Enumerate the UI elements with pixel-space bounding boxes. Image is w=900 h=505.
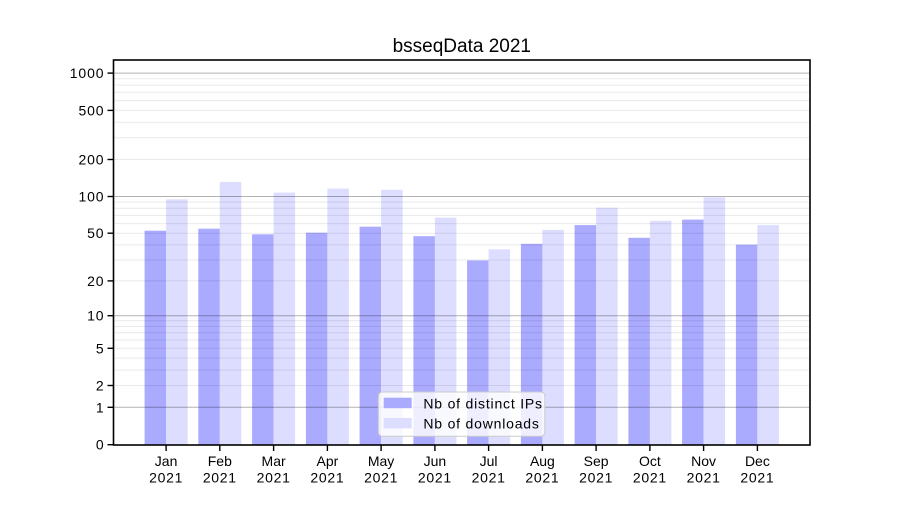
svg-text:Jun: Jun — [424, 453, 447, 469]
svg-text:2021: 2021 — [740, 470, 774, 486]
svg-text:2021: 2021 — [687, 470, 721, 486]
svg-text:bsseqData 2021: bsseqData 2021 — [393, 36, 531, 57]
svg-text:1000: 1000 — [70, 65, 105, 81]
svg-text:2021: 2021 — [310, 470, 344, 486]
svg-text:2021: 2021 — [364, 470, 398, 486]
svg-text:2021: 2021 — [418, 470, 452, 486]
svg-text:100: 100 — [78, 189, 104, 205]
svg-text:2021: 2021 — [149, 470, 183, 486]
svg-text:Oct: Oct — [639, 453, 661, 469]
svg-text:200: 200 — [78, 152, 104, 168]
svg-text:Sep: Sep — [584, 453, 609, 469]
svg-text:Mar: Mar — [262, 453, 286, 469]
svg-text:2: 2 — [96, 378, 105, 394]
svg-text:Feb: Feb — [208, 453, 232, 469]
svg-text:10: 10 — [87, 308, 104, 324]
svg-text:1: 1 — [96, 399, 105, 415]
svg-text:May: May — [368, 453, 394, 469]
svg-text:5: 5 — [96, 340, 105, 356]
svg-text:Jan: Jan — [155, 453, 178, 469]
svg-text:0: 0 — [96, 437, 105, 453]
svg-text:500: 500 — [78, 102, 104, 118]
svg-text:2021: 2021 — [257, 470, 291, 486]
svg-text:20: 20 — [87, 273, 104, 289]
svg-text:2021: 2021 — [472, 470, 506, 486]
svg-text:50: 50 — [87, 225, 104, 241]
svg-text:2021: 2021 — [633, 470, 667, 486]
svg-text:Aug: Aug — [530, 453, 555, 469]
svg-text:2021: 2021 — [203, 470, 237, 486]
svg-text:Nb of downloads: Nb of downloads — [423, 416, 539, 432]
svg-text:Nov: Nov — [691, 453, 716, 469]
svg-text:Dec: Dec — [745, 453, 770, 469]
svg-text:Jul: Jul — [480, 453, 498, 469]
svg-text:2021: 2021 — [525, 470, 559, 486]
svg-text:Nb of distinct IPs: Nb of distinct IPs — [423, 395, 542, 411]
svg-text:Apr: Apr — [317, 453, 339, 469]
svg-text:2021: 2021 — [579, 470, 613, 486]
